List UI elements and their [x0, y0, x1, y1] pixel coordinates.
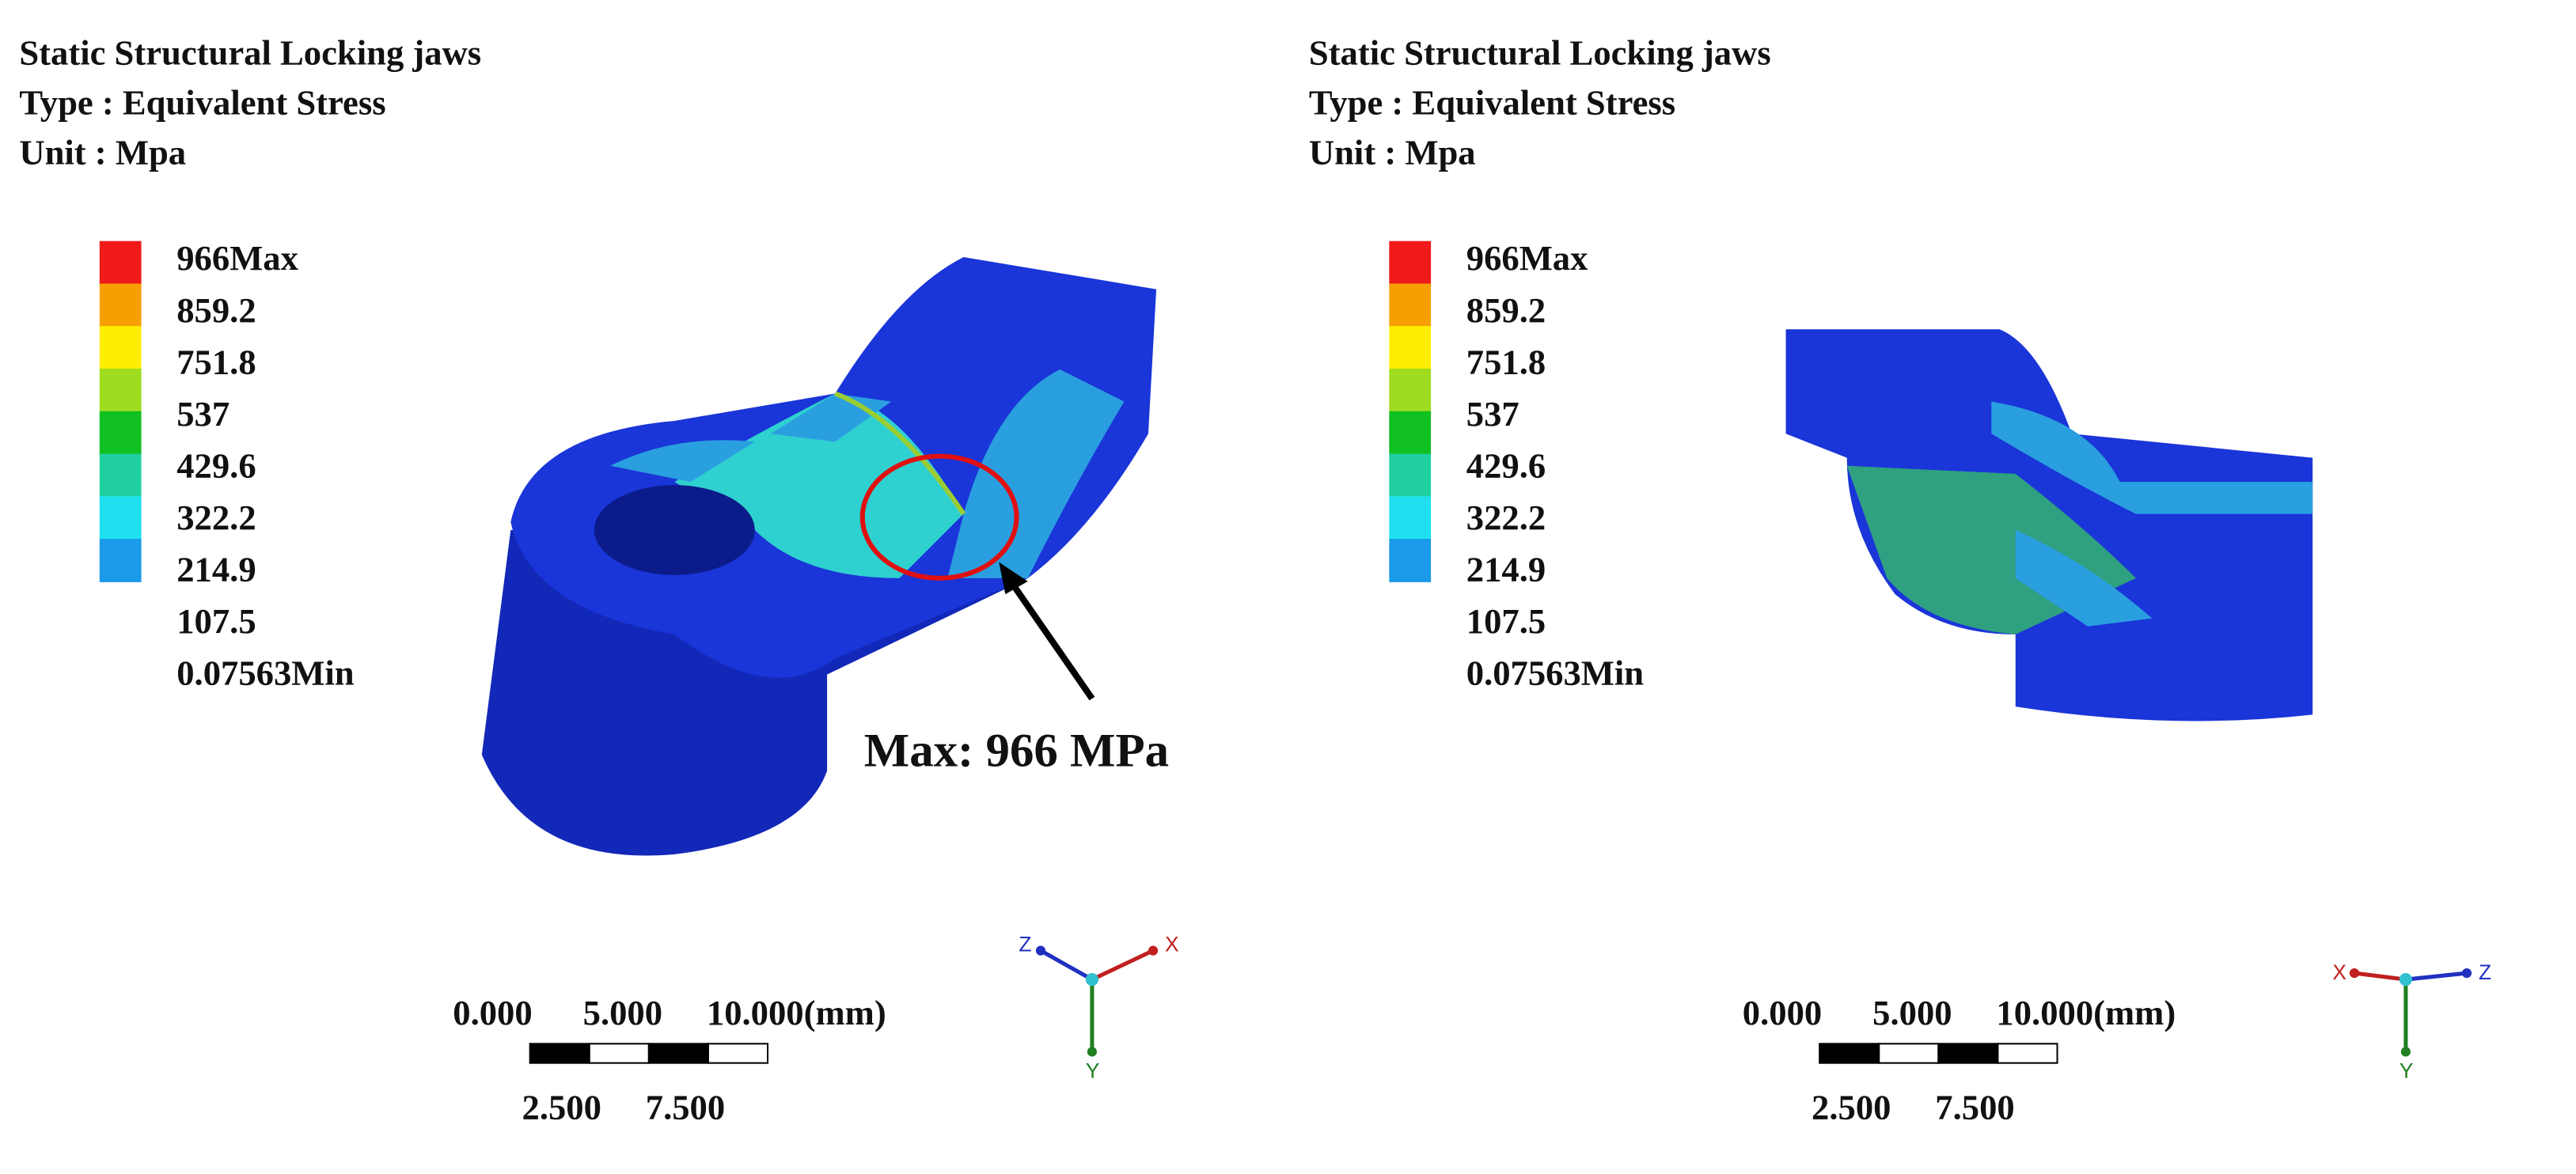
- axis-arrow: [2354, 971, 2407, 982]
- legend-swatch: [1389, 326, 1432, 370]
- axis-arrow: [2405, 971, 2468, 982]
- legend-swatch: [1389, 411, 1432, 455]
- legend-label: 429.6: [1466, 445, 1546, 485]
- title-line: Static Structural Locking jaws: [1309, 32, 1771, 72]
- left-part: [481, 256, 1157, 856]
- axis-tip: [1087, 1047, 1098, 1057]
- legend-label: 0.07563Min: [1466, 653, 1645, 693]
- axis-label: Z: [1019, 933, 1031, 956]
- legend-swatch: [99, 283, 142, 328]
- legend-label: 537: [176, 394, 230, 434]
- legend-swatch: [1389, 453, 1432, 498]
- scale-segment: [647, 1043, 709, 1064]
- axis-tip: [1035, 945, 1046, 956]
- legend-label: 966Max: [176, 238, 298, 278]
- legend-swatch: [99, 496, 142, 540]
- legend-swatch: [99, 539, 142, 582]
- legend-swatch: [99, 240, 142, 285]
- legend-swatch: [99, 453, 142, 498]
- legend-swatch: [1389, 496, 1432, 540]
- axis-tip: [2461, 968, 2472, 979]
- title-line: Static Structural Locking jaws: [19, 32, 481, 72]
- axis-tip: [1148, 945, 1159, 956]
- title-line: Unit : Mpa: [19, 132, 186, 172]
- legend-swatch: [1389, 369, 1432, 412]
- legend-label: 322.2: [176, 498, 256, 537]
- title-line: Unit : Mpa: [1309, 132, 1476, 172]
- axis-origin: [1085, 973, 1099, 987]
- title-line: Type : Equivalent Stress: [1309, 82, 1675, 122]
- scale-label: 0.000: [453, 993, 532, 1032]
- scale-segment: [529, 1043, 590, 1064]
- legend-swatch: [1389, 539, 1432, 582]
- legend-swatch: [99, 369, 142, 412]
- right-part: [1785, 329, 2313, 721]
- scale-label: 5.000: [583, 993, 662, 1032]
- axis-arrow: [1091, 949, 1155, 982]
- axis-label: X: [2332, 960, 2346, 984]
- scale-segment: [1997, 1043, 2058, 1064]
- scale-segment: [1937, 1043, 1999, 1064]
- scale-label: 7.500: [646, 1088, 725, 1127]
- legend-swatch: [99, 326, 142, 370]
- axis-tip: [2349, 968, 2360, 979]
- legend-label: 537: [1466, 394, 1519, 434]
- scale-segment: [1878, 1043, 1940, 1064]
- legend-swatch: [1389, 240, 1432, 285]
- axis-origin: [2399, 973, 2413, 987]
- axis-arrow: [1039, 949, 1094, 982]
- legend-label: 429.6: [176, 445, 256, 485]
- axis-label: Y: [1086, 1058, 1100, 1082]
- scale-segment: [707, 1043, 769, 1064]
- scale-label: 5.000: [1872, 993, 1952, 1032]
- legend-label: 107.5: [176, 601, 256, 641]
- axis-label: Y: [2400, 1058, 2414, 1082]
- scale-label: 0.000: [1743, 993, 1822, 1032]
- legend-label: 859.2: [1466, 290, 1546, 330]
- title-line: Type : Equivalent Stress: [19, 82, 385, 122]
- scale-segment: [1819, 1043, 1880, 1064]
- axis-label: X: [1165, 933, 1179, 956]
- annotation: Max: 966 MPa: [864, 724, 1169, 777]
- scale-label: 2.500: [522, 1088, 601, 1127]
- legend-label: 214.9: [176, 549, 256, 589]
- scale-segment: [588, 1043, 650, 1064]
- legend-label: 107.5: [1466, 601, 1546, 641]
- legend-label: 859.2: [176, 290, 256, 330]
- legend-label: 0.07563Min: [176, 653, 355, 693]
- scale-label: 2.500: [1812, 1088, 1891, 1127]
- legend-label: 751.8: [1466, 342, 1546, 381]
- legend-label: 751.8: [176, 342, 256, 381]
- scale-label: 7.500: [1935, 1088, 2014, 1127]
- legend-swatch: [99, 411, 142, 455]
- axis-tip: [2400, 1047, 2411, 1057]
- legend-label: 214.9: [1466, 549, 1546, 589]
- legend-label: 322.2: [1466, 498, 1546, 537]
- legend-swatch: [1389, 283, 1432, 328]
- scale-label: 10.000(mm): [1996, 993, 2176, 1032]
- legend-label: 966Max: [1466, 238, 1588, 278]
- axis-label: Z: [2479, 960, 2491, 984]
- scale-label: 10.000(mm): [707, 993, 886, 1032]
